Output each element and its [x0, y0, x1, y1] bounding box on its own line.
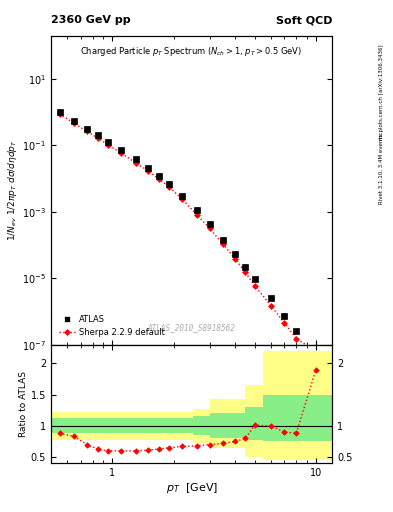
Y-axis label: $1/N_{ev}$ $1/2\pi p_T$ $d\sigma/d\eta dp_T$: $1/N_{ev}$ $1/2\pi p_T$ $d\sigma/d\eta d…: [6, 139, 20, 241]
Text: Rivet 3.1.10, 3.4M events: Rivet 3.1.10, 3.4M events: [379, 134, 384, 204]
Text: Charged Particle $p_T$ Spectrum ($N_{ch}>1$, $p_T>0.5$ GeV): Charged Particle $p_T$ Spectrum ($N_{ch}…: [81, 45, 303, 58]
X-axis label: $p_T$  [GeV]: $p_T$ [GeV]: [165, 481, 218, 495]
Y-axis label: Ratio to ATLAS: Ratio to ATLAS: [19, 371, 28, 437]
Text: ATLAS_2010_S8918562: ATLAS_2010_S8918562: [148, 323, 235, 332]
Text: mcplots.cern.ch [arXiv:1306.3436]: mcplots.cern.ch [arXiv:1306.3436]: [379, 45, 384, 140]
Text: Soft QCD: Soft QCD: [275, 15, 332, 25]
Text: 2360 GeV pp: 2360 GeV pp: [51, 15, 131, 25]
Legend: ATLAS, Sherpa 2.2.9 default: ATLAS, Sherpa 2.2.9 default: [55, 312, 169, 340]
